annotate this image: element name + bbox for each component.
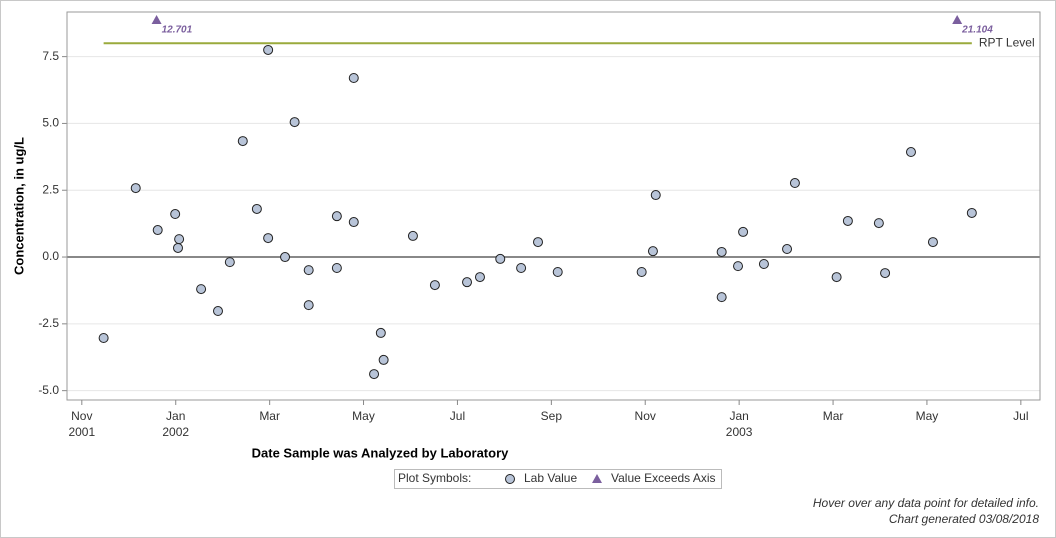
point[interactable]	[130, 183, 141, 194]
y-tick-label: 0.0	[42, 249, 59, 263]
y-tick-label: -5.0	[38, 383, 59, 397]
point[interactable]	[212, 306, 223, 317]
x-tick-label: Jul	[1013, 409, 1028, 423]
point[interactable]	[495, 253, 506, 264]
point[interactable]	[474, 272, 485, 283]
point[interactable]	[331, 211, 342, 222]
y-tick-label: 2.5	[42, 182, 59, 196]
point[interactable]	[880, 268, 891, 279]
x-tick-label: May	[916, 409, 939, 423]
point[interactable]	[263, 44, 274, 55]
point[interactable]	[782, 244, 793, 255]
point[interactable]	[303, 265, 314, 276]
point[interactable]	[303, 300, 314, 311]
reference-label: RPT Level	[979, 35, 1035, 49]
point[interactable]	[873, 218, 884, 229]
point[interactable]	[738, 226, 749, 237]
x-axis-label: Date Sample was Analyzed by Laboratory	[252, 445, 509, 460]
point[interactable]	[152, 225, 163, 236]
y-tick-label: -2.5	[38, 316, 59, 330]
point[interactable]	[650, 190, 661, 201]
point[interactable]	[369, 369, 380, 380]
x-tick-label: Jan 2003	[726, 409, 753, 439]
x-tick-label: Mar	[823, 409, 844, 423]
point[interactable]	[170, 209, 181, 220]
point[interactable]	[733, 261, 744, 272]
legend-label: Value Exceeds Axis	[611, 471, 716, 485]
point[interactable]	[647, 246, 658, 257]
point[interactable]	[842, 215, 853, 226]
point[interactable]	[966, 207, 977, 218]
y-axis-label: Concentration, in ug/L	[11, 137, 26, 275]
point[interactable]	[378, 354, 389, 365]
point[interactable]	[98, 333, 109, 344]
point[interactable]	[331, 262, 342, 273]
exceed-point[interactable]	[952, 15, 963, 24]
point[interactable]	[172, 242, 183, 253]
point[interactable]	[716, 246, 727, 257]
x-tick-label: Jan 2002	[162, 409, 189, 439]
x-tick-label: Nov	[635, 409, 656, 423]
point[interactable]	[533, 237, 544, 248]
point[interactable]	[831, 272, 842, 283]
point[interactable]	[552, 267, 563, 278]
plot-area	[66, 11, 1041, 401]
point[interactable]	[251, 203, 262, 214]
point[interactable]	[636, 267, 647, 278]
data-label: 12.701	[162, 25, 193, 36]
point[interactable]	[348, 73, 359, 84]
point[interactable]	[289, 117, 300, 128]
legend-label: Lab Value	[524, 471, 577, 485]
point[interactable]	[280, 252, 291, 263]
point[interactable]	[174, 234, 185, 245]
point[interactable]	[407, 230, 418, 241]
footnote: Hover over any data point for detailed i…	[813, 496, 1039, 510]
point[interactable]	[758, 258, 769, 269]
point[interactable]	[429, 280, 440, 291]
point[interactable]	[516, 262, 527, 273]
point[interactable]	[196, 284, 207, 295]
point[interactable]	[716, 292, 727, 303]
point[interactable]	[263, 233, 274, 244]
data-label: 21.104	[961, 25, 993, 36]
footnote: Chart generated 03/08/2018	[889, 512, 1039, 526]
x-tick-label: Sep	[541, 409, 563, 423]
point[interactable]	[789, 178, 800, 189]
point[interactable]	[224, 257, 235, 268]
exceed-point[interactable]	[151, 15, 162, 24]
x-tick-label: May	[352, 409, 375, 423]
legend-box	[394, 469, 722, 489]
legend-title: Plot Symbols:	[398, 471, 471, 485]
x-tick-label: Mar	[259, 409, 280, 423]
x-tick-label: Jul	[450, 409, 465, 423]
point[interactable]	[348, 217, 359, 228]
y-tick-label: 5.0	[42, 116, 59, 130]
x-tick-label: Nov 2001	[68, 409, 95, 439]
legend-symbol	[505, 474, 515, 484]
point[interactable]	[237, 136, 248, 147]
legend-symbol	[592, 474, 602, 483]
point[interactable]	[905, 147, 916, 158]
point[interactable]	[375, 327, 386, 338]
point[interactable]	[462, 277, 473, 288]
y-tick-label: 7.5	[42, 49, 59, 63]
point[interactable]	[927, 237, 938, 248]
